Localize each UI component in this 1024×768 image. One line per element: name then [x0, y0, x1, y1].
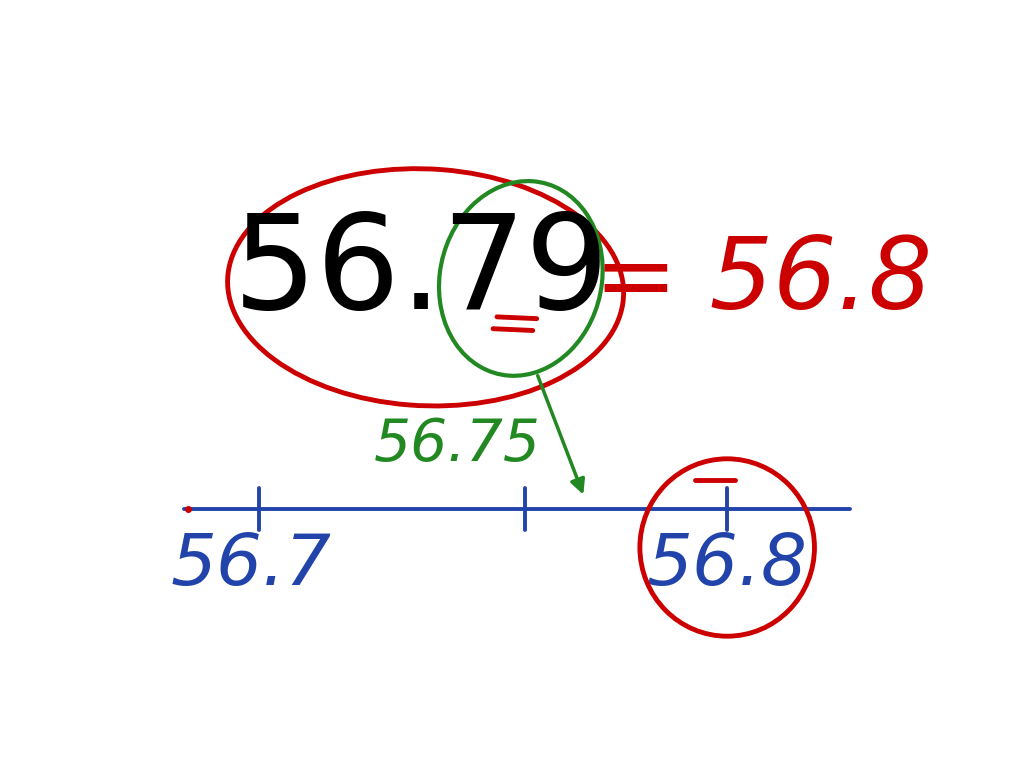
Text: = 56.8: = 56.8: [594, 233, 932, 330]
Text: 56.8: 56.8: [647, 531, 808, 600]
Text: 79: 79: [440, 209, 609, 336]
Text: 56.7: 56.7: [171, 531, 332, 600]
Text: 56.75: 56.75: [374, 415, 541, 472]
Text: 56.: 56.: [233, 209, 443, 336]
